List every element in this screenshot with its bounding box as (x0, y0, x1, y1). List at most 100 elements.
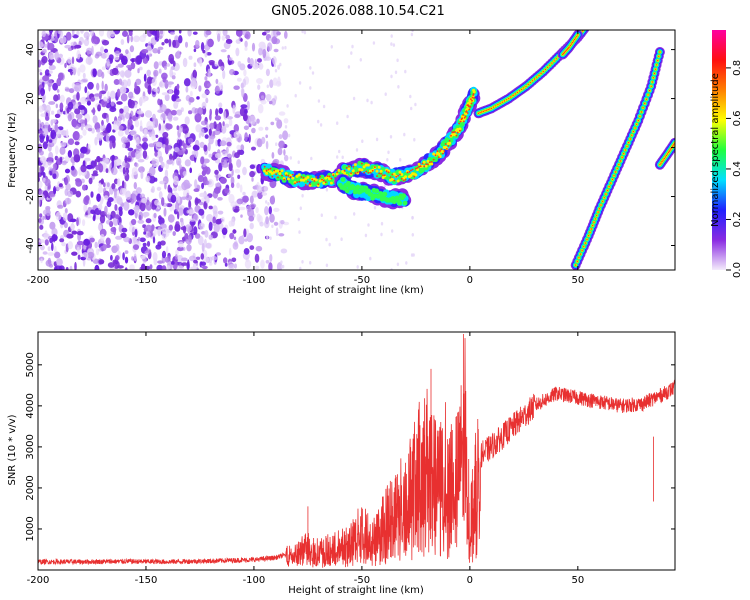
spectrogram-noise-blob (76, 217, 79, 227)
spectrogram-noise-blob (266, 235, 269, 240)
spectrogram-noise-blob (92, 115, 98, 124)
spectrogram-noise-blob (132, 244, 140, 251)
spectrogram-trace-point (369, 171, 372, 174)
spectrogram-noise-blob (134, 119, 140, 128)
spectrogram-trace-point (569, 44, 571, 47)
spectrogram-trace-point (361, 162, 363, 165)
spectrogram-noise-blob (208, 135, 214, 145)
spectrogram-trace-point (637, 119, 639, 122)
spectrogram-trace-point (417, 162, 421, 166)
spectrogram-noise-blob (221, 227, 228, 235)
spectrogram-noise-blob (110, 254, 113, 261)
spectrogram-noise-blob (142, 137, 148, 142)
spectrogram-noise-blob (236, 77, 242, 82)
spectrogram-noise-blob (79, 64, 86, 73)
spectrogram-noise-blob (86, 164, 93, 170)
spectrogram-noise-blob (229, 69, 235, 76)
spectrogram-noise-blob (200, 128, 205, 137)
spectrogram-noise-blob (128, 209, 135, 216)
spectrogram-noise-blob (113, 55, 120, 61)
spectrogram-noise-blob (141, 141, 149, 151)
spectrogram-noise-blob (129, 264, 135, 270)
spectrogram-noise-blob (47, 79, 53, 88)
spectrogram-trace-point (446, 148, 448, 150)
snr-frame (37, 331, 676, 571)
spectrogram-noise-blob (199, 201, 204, 206)
spectrogram-noise-blob (114, 204, 118, 211)
spectrogram-noise-blob (38, 121, 41, 130)
spectrogram-trace-point (611, 178, 614, 181)
spectrogram-trace-point (426, 159, 430, 163)
spectrogram-noise-blob (115, 158, 122, 166)
spectrogram-noise-blob (397, 85, 400, 89)
spectrogram-noise-blob (139, 237, 146, 243)
spectrogram-noise-blob (265, 200, 268, 204)
spectrogram-trace-point (470, 98, 472, 100)
spectrogram-noise-blob (130, 110, 134, 118)
spectrogram-traces (258, 18, 675, 270)
spectrogram-noise-blob (179, 139, 183, 147)
spectrogram-noise-blob (298, 230, 301, 234)
spectrogram-noise-blob (140, 255, 146, 260)
spectrogram-noise-blob (123, 236, 130, 243)
spectrogram-noise-blob (105, 237, 111, 246)
colorbar-gradient (712, 30, 726, 270)
spectrogram-noise-blob (82, 184, 87, 191)
spectrogram-noise-blob (237, 174, 241, 179)
spectrogram-noise-blob (103, 195, 109, 201)
spectrogram-noise-blob (138, 66, 143, 71)
spectrogram-noise-blob (380, 221, 384, 226)
colorbar-tick-label: 0.8 (732, 60, 743, 76)
spectrogram-noise-blob (96, 69, 103, 78)
spectrogram-noise-blob (160, 113, 167, 121)
spectrogram-noise-blob (215, 78, 219, 85)
spectrogram-noise-blob (140, 263, 146, 270)
spectrogram-trace-point (379, 169, 383, 173)
spectrogram-noise-blob (265, 126, 269, 131)
spectrogram-noise-blob (164, 256, 170, 263)
spectrogram-noise-blob (201, 265, 208, 270)
spectrogram-trace-point (365, 170, 368, 173)
spectrogram-trace-point (436, 150, 439, 153)
spectrogram-trace-point (639, 115, 641, 118)
spectrogram-noise-blob (145, 201, 152, 211)
spectrogram-noise-blob (214, 182, 221, 187)
spectrogram-noise-blob (217, 197, 223, 201)
spectrogram-noise-blob (94, 136, 98, 146)
spectrogram-noise-blob (142, 224, 147, 229)
spectrogram-noise-blob (89, 237, 95, 243)
spectrogram-noise-blob (251, 177, 254, 182)
spectrogram-noise-blob (161, 227, 169, 235)
spectrogram-noise-blob (162, 144, 166, 149)
spectrogram-trace-point (589, 18, 593, 22)
spectrogram-noise-blob (256, 185, 263, 194)
spectrogram-noise-blob (203, 144, 208, 152)
spectrogram-noise-blob (66, 107, 70, 114)
spectrogram-noise-blob (244, 259, 252, 269)
spectrogram-trace-point (328, 177, 331, 181)
spectrogram-noise-blob (39, 72, 43, 76)
spectrogram-noise-blob (81, 78, 89, 83)
spectrogram-trace-point (297, 173, 301, 177)
spectrogram-trace-point (399, 173, 401, 176)
spectrogram-noise-blob (124, 250, 129, 255)
spectrogram-noise-blob (215, 108, 219, 117)
spectrogram-trace-point (265, 169, 268, 172)
spectrogram-noise-blob (117, 63, 124, 68)
spectrogram-noise-blob (96, 82, 100, 91)
spectrogram-noise-blob (145, 224, 153, 232)
spectrogram-noise-blob (159, 180, 167, 185)
spectrogram-noise-blob (259, 221, 264, 227)
spectrogram-noise-blob (287, 133, 291, 138)
spectrogram-noise-blob (267, 42, 273, 52)
spectrogram-noise-blob (229, 232, 235, 240)
spectrogram-noise-blob (90, 191, 94, 198)
spectrogram-noise-blob (77, 254, 81, 260)
spectrogram-trace-point (492, 106, 495, 108)
spectrogram-noise-blob (240, 214, 243, 218)
spectrogram-noise-blob (230, 182, 235, 189)
spectrogram-noise-blob (109, 221, 114, 227)
spectrogram-noise-blob (278, 140, 285, 149)
spectrogram-noise-blob (67, 101, 74, 110)
spectrogram-noise-blob (284, 125, 288, 129)
